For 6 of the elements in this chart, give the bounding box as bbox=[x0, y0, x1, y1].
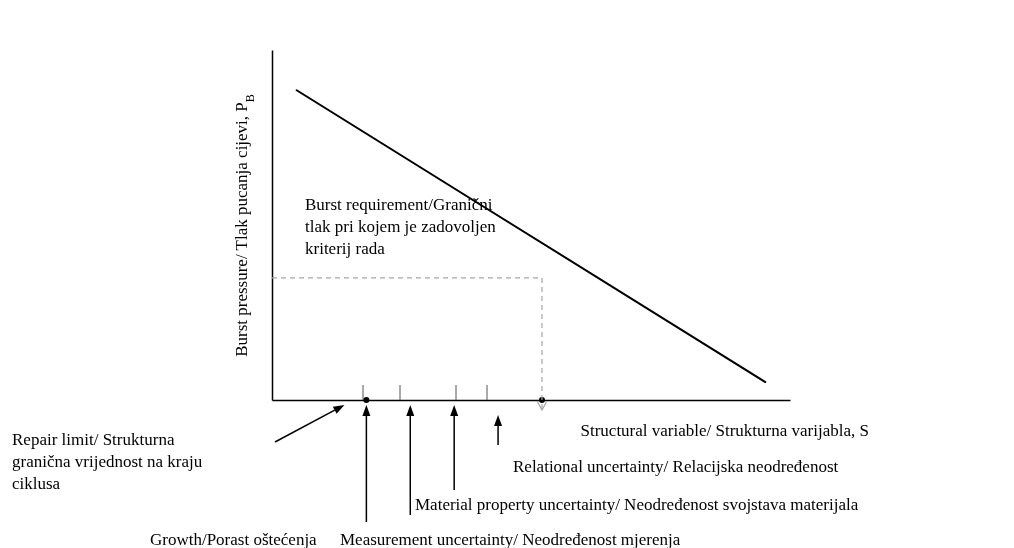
x-axis-title: Structural variable/ Strukturna varijabla, S bbox=[580, 420, 869, 440]
text: Repair limit/ Strukturna granična vrijednost na kraju ciklusa bbox=[12, 430, 203, 493]
text: Growth/Porast oštećenja bbox=[150, 530, 318, 548]
text: Relational uncertainty/ Relacijska neodređenost bbox=[513, 457, 839, 476]
text: Material property uncertainty/ Neodređenost svojstava materijala bbox=[415, 495, 859, 514]
text: Measurement uncertainty/ Neodređenost mjerenja bbox=[340, 530, 681, 548]
